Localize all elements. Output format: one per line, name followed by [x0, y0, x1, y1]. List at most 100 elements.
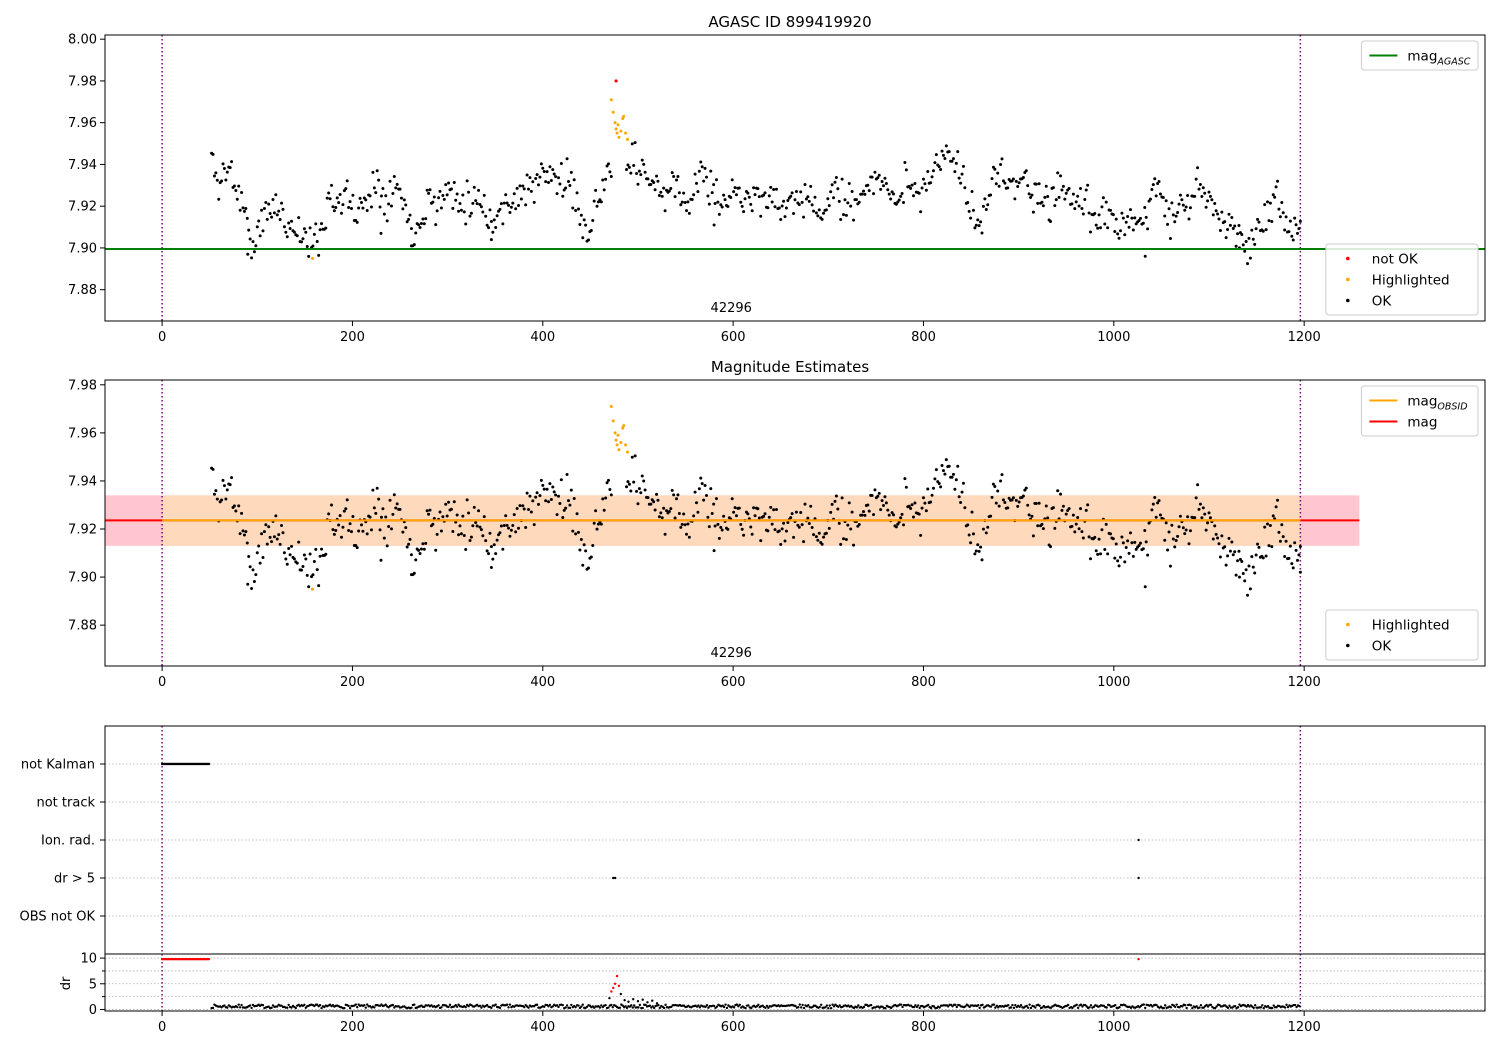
- ok-point: [795, 190, 798, 193]
- ok-point: [528, 495, 531, 498]
- ok-point: [712, 503, 715, 506]
- ok-point: [808, 200, 811, 203]
- ok-point: [511, 524, 514, 527]
- ok-point: [533, 201, 536, 204]
- ok-point: [724, 198, 727, 201]
- ok-point: [508, 211, 511, 214]
- ok-point: [496, 214, 499, 217]
- ok-point: [289, 553, 292, 556]
- ok-point: [1249, 587, 1252, 590]
- ok-point: [1013, 197, 1016, 200]
- ok-point: [339, 193, 342, 196]
- ok-point: [1145, 540, 1148, 543]
- ok-point: [1086, 184, 1089, 187]
- ok-point: [696, 511, 699, 514]
- ok-point: [993, 485, 996, 488]
- dr-ok-point: [494, 1004, 496, 1006]
- ok-point: [694, 491, 697, 494]
- ok-point: [1015, 499, 1018, 502]
- flag-category-label: dr > 5: [54, 872, 95, 887]
- legend-label-subscript: OBSID: [1437, 402, 1467, 413]
- ok-point: [1223, 545, 1226, 548]
- ok-point: [639, 491, 642, 494]
- dr-ok-point: [637, 1000, 639, 1002]
- ok-point: [659, 511, 662, 514]
- ok-point: [912, 194, 915, 197]
- ok-point: [1183, 532, 1186, 535]
- ok-point: [1240, 233, 1243, 236]
- dr-ok-point: [1164, 1004, 1166, 1006]
- ok-point: [642, 479, 645, 482]
- ok-point: [882, 504, 885, 507]
- ok-point: [768, 194, 771, 197]
- ok-point: [521, 504, 524, 507]
- ok-point: [1172, 213, 1175, 216]
- ok-point: [781, 205, 784, 208]
- ok-point: [676, 175, 679, 178]
- legend-dot-swatch: [1346, 299, 1350, 303]
- ok-point: [1133, 216, 1136, 219]
- ok-point: [564, 187, 567, 190]
- ok-point: [746, 192, 749, 195]
- y-axis-label: dr: [59, 976, 74, 990]
- ok-point: [1001, 157, 1004, 160]
- ok-point: [1120, 536, 1123, 539]
- y-tick-label: 7.88: [68, 283, 97, 298]
- ok-point: [899, 195, 902, 198]
- ok-point: [1053, 204, 1056, 207]
- ok-point: [568, 504, 571, 507]
- ok-point: [849, 528, 852, 531]
- ok-point: [829, 190, 832, 193]
- ok-point: [1118, 564, 1121, 567]
- ok-point: [1095, 549, 1098, 552]
- ok-point: [450, 188, 453, 191]
- ok-point: [943, 157, 946, 160]
- ok-point: [779, 218, 782, 221]
- dr-ok-point: [623, 999, 625, 1001]
- ok-point: [766, 206, 769, 209]
- ok-point: [446, 515, 449, 518]
- ok-point: [706, 194, 709, 197]
- ok-point: [842, 213, 845, 216]
- ok-point: [664, 533, 667, 536]
- ok-point: [656, 499, 659, 502]
- ok-point: [1245, 568, 1248, 571]
- ok-point: [546, 488, 549, 491]
- ok-point: [366, 209, 369, 212]
- ok-point: [257, 545, 260, 548]
- ok-point: [631, 456, 634, 459]
- ok-point: [244, 207, 247, 210]
- ok-point: [410, 244, 413, 247]
- ok-point: [216, 498, 219, 501]
- ok-point: [913, 182, 916, 185]
- ok-point: [1123, 560, 1126, 563]
- ok-point: [995, 502, 998, 505]
- ok-point: [1086, 503, 1089, 506]
- ok-point: [1055, 198, 1058, 201]
- ok-point: [758, 195, 761, 198]
- ok-point: [1277, 531, 1280, 534]
- ok-point: [216, 179, 219, 182]
- ok-point: [309, 552, 312, 555]
- ok-point: [945, 144, 948, 147]
- ok-point: [360, 523, 363, 526]
- highlighted-point: [616, 434, 619, 437]
- ok-point: [607, 479, 610, 482]
- ok-point: [899, 516, 902, 519]
- ok-point: [959, 501, 962, 504]
- dr-ok-point: [347, 1005, 349, 1007]
- ok-point: [584, 224, 587, 227]
- ok-point: [656, 180, 659, 183]
- ok-point: [798, 526, 801, 529]
- ok-point: [1012, 496, 1015, 499]
- ok-point: [878, 492, 881, 495]
- ok-point: [1096, 553, 1099, 556]
- dr-ok-point: [1030, 1007, 1032, 1009]
- ok-point: [933, 477, 936, 480]
- ok-point: [1070, 525, 1073, 528]
- flag-category-label: not Kalman: [21, 758, 95, 773]
- ok-point: [503, 524, 506, 527]
- ok-point: [1070, 202, 1073, 205]
- ok-point: [999, 163, 1002, 166]
- ok-point: [287, 547, 290, 550]
